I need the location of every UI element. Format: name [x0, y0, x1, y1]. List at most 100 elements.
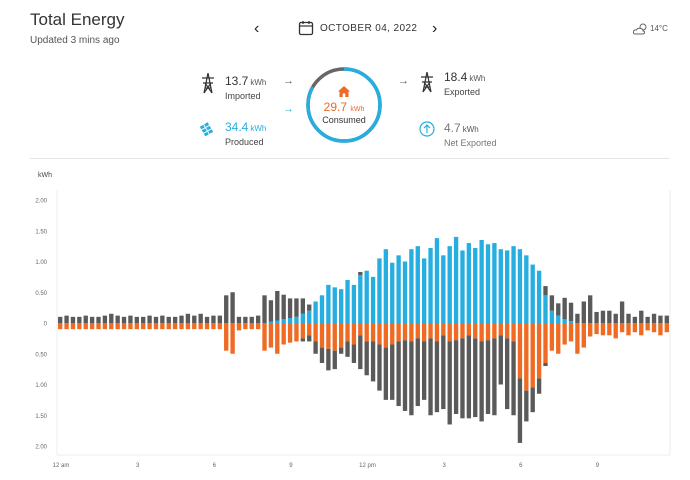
- consumption-bar[interactable]: [651, 323, 657, 333]
- grid-import-bar[interactable]: [287, 298, 293, 319]
- consumption-bar[interactable]: [370, 323, 376, 342]
- solar-bar[interactable]: [281, 319, 286, 323]
- solar-bar[interactable]: [409, 249, 414, 323]
- grid-import-bar[interactable]: [249, 316, 254, 323]
- consumption-bar[interactable]: [409, 323, 414, 342]
- solar-bar[interactable]: [338, 289, 344, 323]
- consumption-bar[interactable]: [147, 323, 152, 330]
- consumption-bar[interactable]: [473, 323, 478, 339]
- grid-export-bar[interactable]: [498, 335, 503, 385]
- consumption-bar[interactable]: [645, 323, 650, 331]
- grid-export-bar[interactable]: [492, 338, 497, 416]
- grid-import-bar[interactable]: [204, 316, 210, 323]
- consumption-bar[interactable]: [243, 323, 248, 330]
- solar-bar[interactable]: [396, 255, 401, 323]
- calendar-icon[interactable]: [298, 20, 314, 41]
- consumption-bar[interactable]: [613, 323, 618, 339]
- consumption-bar[interactable]: [319, 323, 325, 348]
- consumption-bar[interactable]: [524, 323, 529, 391]
- grid-export-bar[interactable]: [396, 341, 401, 407]
- solar-bar[interactable]: [434, 238, 440, 323]
- consumption-bar[interactable]: [428, 323, 433, 339]
- solar-bar[interactable]: [511, 246, 516, 323]
- consumption-bar[interactable]: [249, 323, 254, 330]
- grid-export-bar[interactable]: [543, 362, 548, 367]
- solar-bar[interactable]: [543, 295, 548, 323]
- solar-bar[interactable]: [536, 270, 542, 323]
- grid-import-bar[interactable]: [153, 316, 159, 323]
- consumption-bar[interactable]: [575, 323, 580, 354]
- grid-import-bar[interactable]: [658, 315, 663, 323]
- grid-export-bar[interactable]: [402, 340, 408, 411]
- consumption-bar[interactable]: [332, 323, 337, 351]
- consumption-bar[interactable]: [134, 323, 139, 330]
- consumption-bar[interactable]: [549, 323, 555, 351]
- grid-import-bar[interactable]: [236, 316, 242, 323]
- consumption-bar[interactable]: [358, 323, 363, 336]
- grid-import-bar[interactable]: [77, 316, 82, 323]
- consumption-bar[interactable]: [421, 323, 427, 342]
- grid-import-bar[interactable]: [275, 291, 280, 321]
- solar-bar[interactable]: [421, 258, 427, 323]
- solar-bar[interactable]: [447, 246, 452, 323]
- consumption-bar[interactable]: [415, 323, 420, 339]
- consumption-bar[interactable]: [581, 323, 586, 348]
- solar-bar[interactable]: [549, 310, 555, 323]
- consumption-bar[interactable]: [192, 323, 197, 330]
- grid-export-bar[interactable]: [460, 338, 465, 419]
- consumption-bar[interactable]: [600, 323, 606, 336]
- prev-day-button[interactable]: ‹: [254, 20, 260, 37]
- grid-export-bar[interactable]: [473, 338, 478, 418]
- solar-bar[interactable]: [428, 247, 433, 323]
- solar-bar[interactable]: [307, 310, 312, 323]
- consumption-bar[interactable]: [505, 323, 510, 339]
- grid-import-bar[interactable]: [83, 315, 88, 323]
- grid-import-bar[interactable]: [109, 313, 114, 323]
- consumption-bar[interactable]: [530, 323, 535, 388]
- consumption-bar[interactable]: [255, 323, 261, 330]
- consumption-bar[interactable]: [383, 323, 389, 348]
- consumption-bar[interactable]: [281, 323, 286, 345]
- consumption-bar[interactable]: [658, 323, 663, 336]
- solar-bar[interactable]: [498, 249, 503, 323]
- grid-import-bar[interactable]: [121, 316, 127, 323]
- consumption-bar[interactable]: [153, 323, 159, 330]
- solar-bar[interactable]: [351, 284, 357, 323]
- grid-import-bar[interactable]: [307, 304, 312, 311]
- consumption-bar[interactable]: [160, 323, 165, 330]
- consumption-bar[interactable]: [479, 323, 484, 342]
- grid-import-bar[interactable]: [115, 315, 120, 323]
- consumption-bar[interactable]: [390, 323, 395, 345]
- consumption-bar[interactable]: [511, 323, 516, 342]
- solar-bar[interactable]: [568, 321, 574, 323]
- grid-import-bar[interactable]: [358, 271, 363, 276]
- grid-export-bar[interactable]: [453, 340, 459, 415]
- solar-bar[interactable]: [358, 275, 363, 323]
- consumption-bar[interactable]: [77, 323, 82, 330]
- date-label[interactable]: OCTOBER 04, 2022: [320, 23, 418, 34]
- solar-bar[interactable]: [485, 244, 491, 323]
- grid-import-bar[interactable]: [224, 295, 229, 323]
- consumption-bar[interactable]: [345, 323, 350, 342]
- grid-import-bar[interactable]: [556, 303, 561, 316]
- consumption-bar[interactable]: [128, 323, 133, 330]
- consumption-bar[interactable]: [594, 323, 599, 335]
- consumption-bar[interactable]: [607, 323, 612, 336]
- solar-bar[interactable]: [364, 270, 369, 323]
- grid-import-bar[interactable]: [639, 310, 644, 323]
- grid-export-bar[interactable]: [441, 335, 446, 410]
- grid-import-bar[interactable]: [619, 301, 625, 323]
- consumption-bar[interactable]: [268, 323, 274, 348]
- solar-bar[interactable]: [294, 316, 299, 323]
- consumption-bar[interactable]: [115, 323, 120, 330]
- grid-import-bar[interactable]: [160, 315, 165, 323]
- grid-import-bar[interactable]: [147, 315, 152, 323]
- grid-export-bar[interactable]: [351, 344, 357, 363]
- consumption-bar[interactable]: [230, 323, 235, 354]
- consumption-bar[interactable]: [619, 323, 625, 333]
- grid-export-bar[interactable]: [530, 387, 535, 413]
- consumption-bar[interactable]: [498, 323, 503, 336]
- grid-export-bar[interactable]: [409, 341, 414, 416]
- consumption-bar[interactable]: [664, 323, 669, 333]
- grid-export-bar[interactable]: [370, 341, 376, 382]
